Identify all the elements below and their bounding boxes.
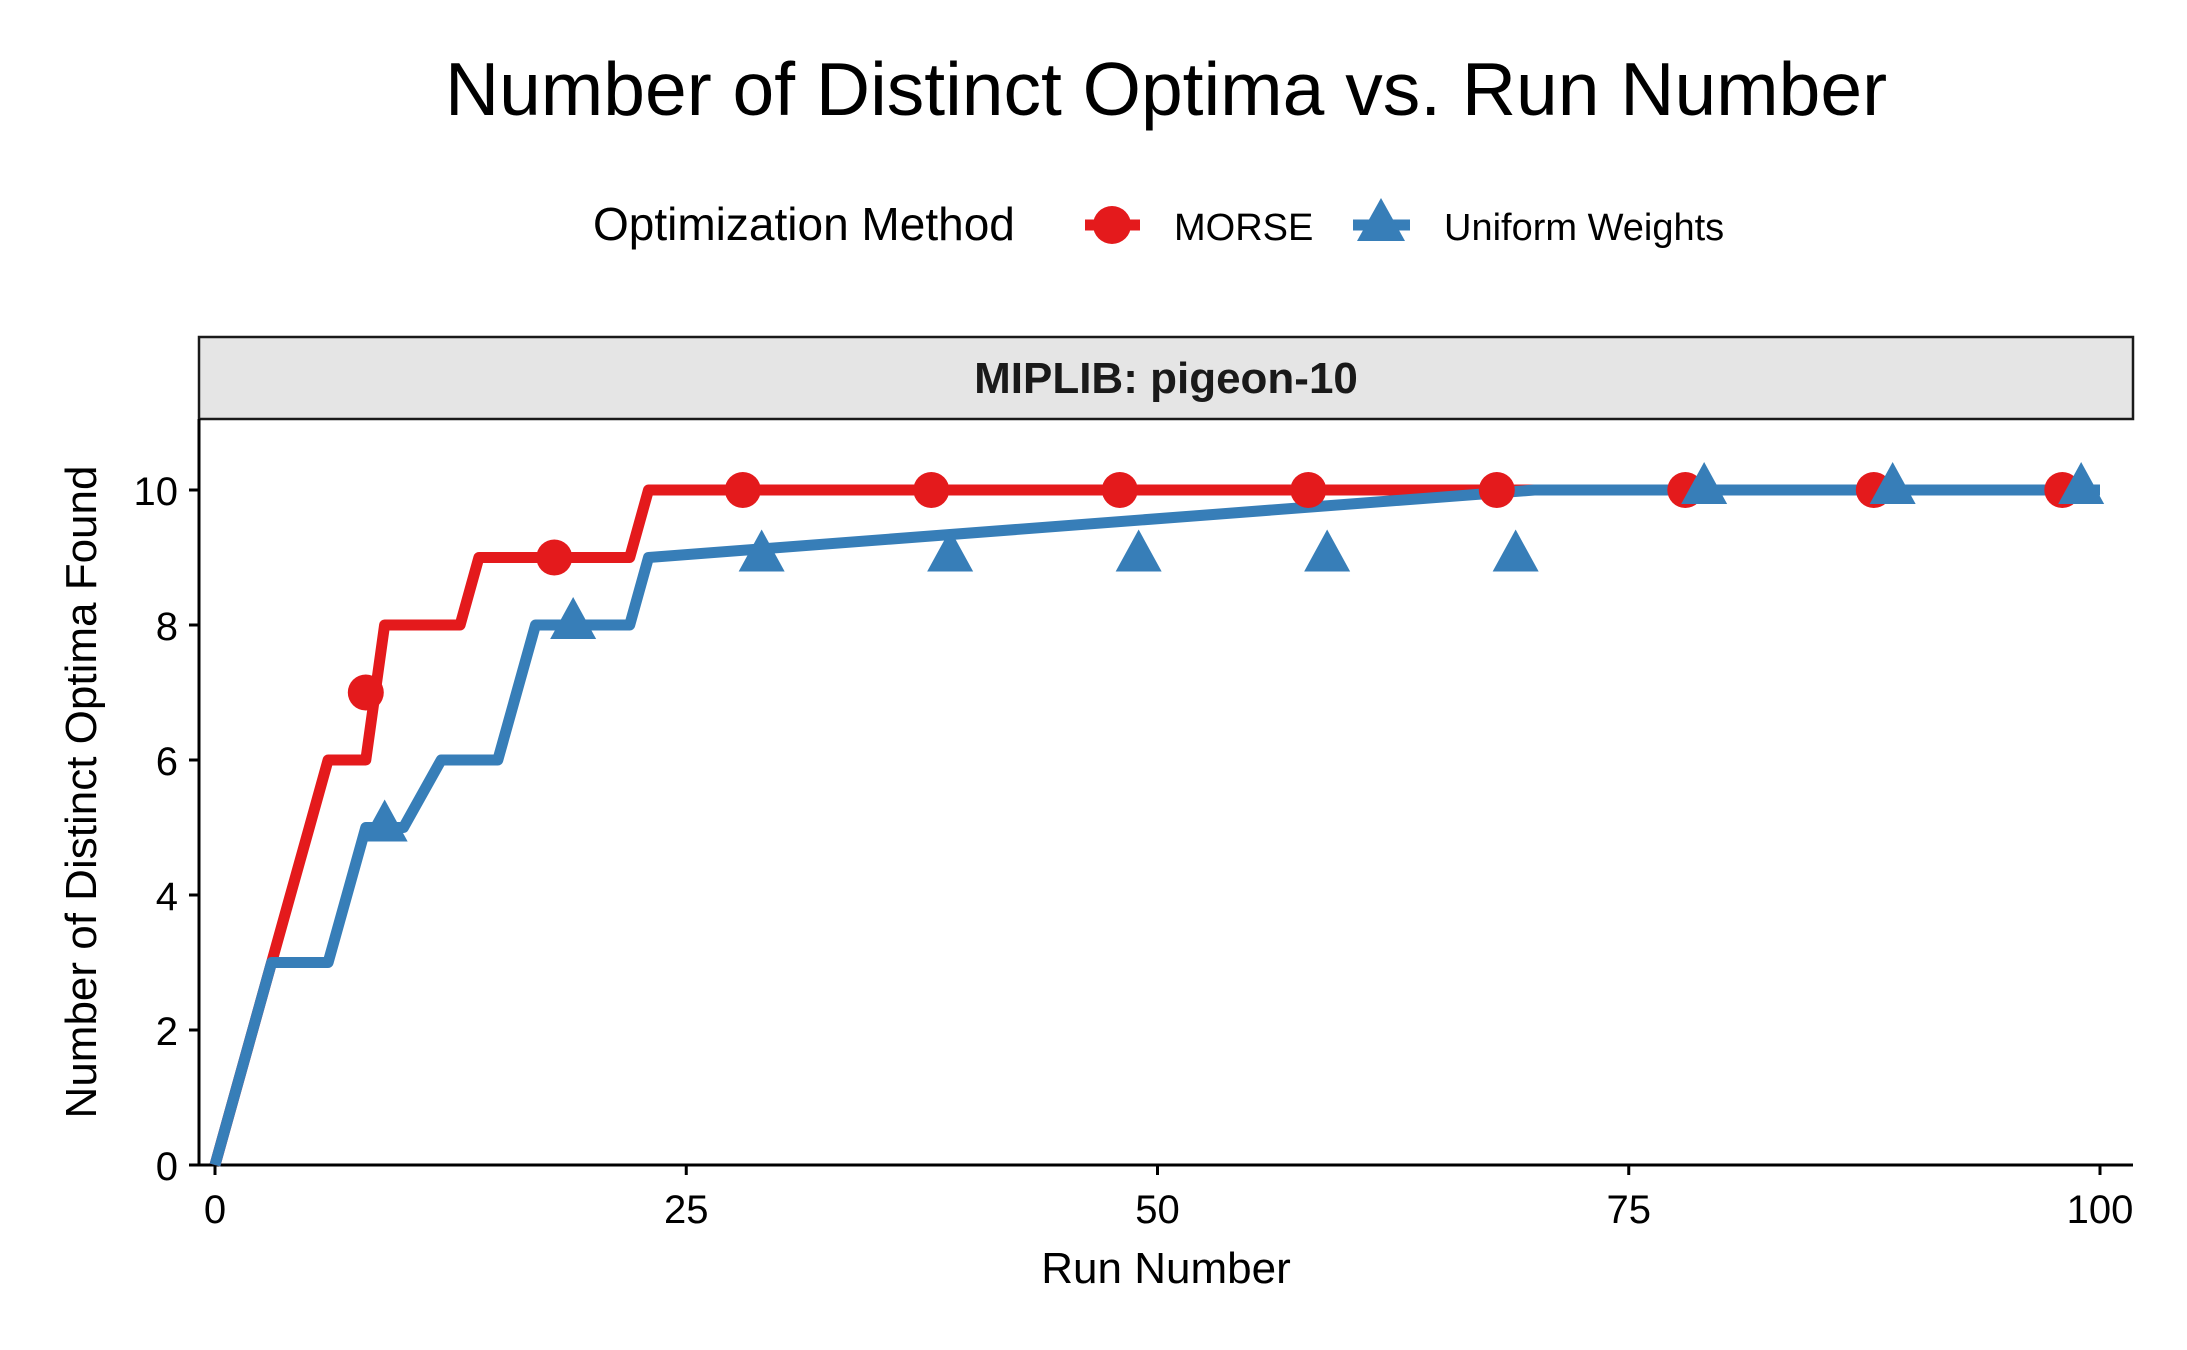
- strip-label: MIPLIB: pigeon-10: [974, 354, 1358, 403]
- marker-uniform-weights: [361, 799, 408, 842]
- marker-uniform-weights: [1304, 529, 1351, 572]
- series-line-morse: [209, 484, 2100, 1167]
- marker-uniform-weights: [1869, 462, 1916, 504]
- marker-morse: [1101, 472, 1138, 508]
- marker-uniform-weights: [1681, 462, 1728, 504]
- x-tick-label: 25: [664, 1188, 709, 1232]
- legend-marker-circle: [1093, 206, 1131, 244]
- marker-morse: [913, 472, 950, 508]
- marker-uniform-weights: [1115, 529, 1162, 572]
- y-tick-label: 2: [156, 1010, 178, 1054]
- y-axis-title: Number of Distinct Optima Found: [57, 466, 106, 1119]
- marker-uniform-weights: [2058, 462, 2105, 504]
- series-line-uniform-weights: [209, 484, 2100, 1167]
- chart-title: Number of Distinct Optima vs. Run Number: [445, 47, 1887, 131]
- legend-label-uniform-weights: Uniform Weights: [1444, 207, 1724, 249]
- x-axis-title: Run Number: [1041, 1244, 1290, 1293]
- legend-marker-triangle: [1357, 198, 1405, 241]
- y-ticks: 0 2 4 6 8 10: [134, 470, 199, 1189]
- y-tick-label: 10: [134, 470, 179, 514]
- marker-uniform-weights: [927, 529, 974, 572]
- marker-morse: [347, 674, 384, 711]
- series-layer: [209, 462, 2105, 1167]
- x-ticks: 0 25 50 75 100: [204, 1165, 2134, 1232]
- marker-uniform-weights: [1492, 529, 1539, 572]
- y-tick-label: 8: [156, 605, 178, 649]
- x-tick-label: 100: [2067, 1188, 2134, 1232]
- strip-background: [197, 335, 2135, 421]
- legend-title: Optimization Method: [593, 198, 1015, 250]
- legend-key-morse: [1085, 206, 1140, 244]
- legend-label-morse: MORSE: [1174, 207, 1313, 249]
- marker-uniform-weights: [550, 597, 597, 639]
- x-tick-label: 50: [1135, 1188, 1180, 1232]
- marker-morse: [1290, 472, 1327, 508]
- x-tick-label: 0: [204, 1188, 226, 1232]
- legend-key-uniform-weights: [1353, 198, 1410, 241]
- marker-morse: [724, 472, 761, 508]
- x-tick-label: 75: [1607, 1188, 1652, 1232]
- legend: Optimization Method MORSE Uniform Weight…: [593, 198, 1724, 250]
- y-tick-label: 0: [156, 1145, 178, 1189]
- marker-morse: [1478, 472, 1515, 508]
- marker-uniform-weights: [738, 529, 785, 572]
- y-tick-label: 6: [156, 740, 178, 784]
- y-tick-label: 4: [156, 875, 178, 919]
- marker-morse: [536, 539, 573, 576]
